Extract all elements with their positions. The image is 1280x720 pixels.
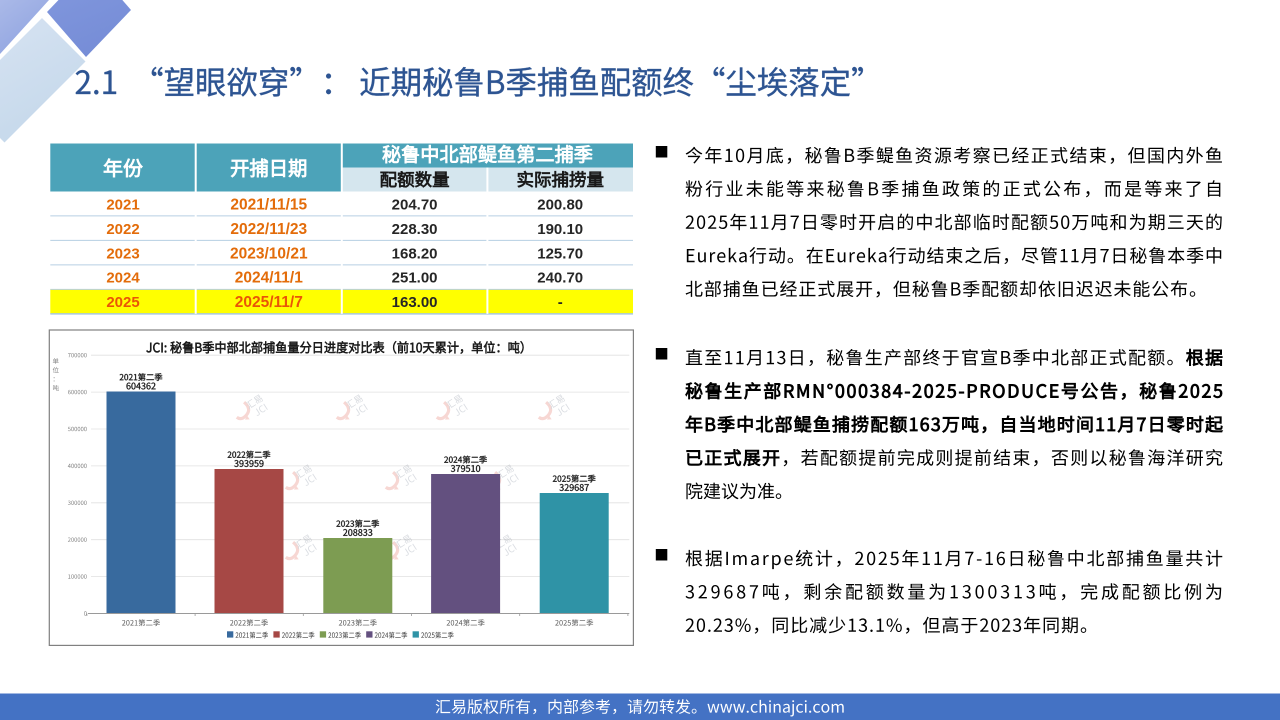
svg-text:168.20: 168.20 (392, 245, 438, 262)
svg-text:2023: 2023 (106, 245, 139, 262)
svg-text:251.00: 251.00 (392, 270, 438, 287)
svg-text:2021/11/15: 2021/11/15 (230, 196, 307, 213)
svg-text:163.00: 163.00 (392, 294, 438, 311)
svg-text:2021: 2021 (106, 196, 139, 213)
svg-text:190.10: 190.10 (537, 221, 583, 238)
svg-text:2022/11/23: 2022/11/23 (230, 221, 307, 238)
svg-text:2025: 2025 (106, 294, 139, 311)
svg-text:125.70: 125.70 (537, 245, 583, 262)
svg-text:200.80: 200.80 (537, 196, 583, 213)
svg-text:240.70: 240.70 (537, 270, 583, 287)
svg-text:2022: 2022 (106, 221, 139, 238)
svg-text:2024/11/1: 2024/11/1 (235, 270, 303, 287)
svg-text:2023/10/21: 2023/10/21 (230, 245, 308, 262)
svg-text:204.70: 204.70 (392, 196, 438, 213)
svg-text:2025/11/7: 2025/11/7 (235, 294, 303, 311)
svg-text:2024: 2024 (106, 270, 140, 287)
svg-text:228.30: 228.30 (392, 221, 438, 238)
svg-text:-: - (558, 294, 563, 311)
